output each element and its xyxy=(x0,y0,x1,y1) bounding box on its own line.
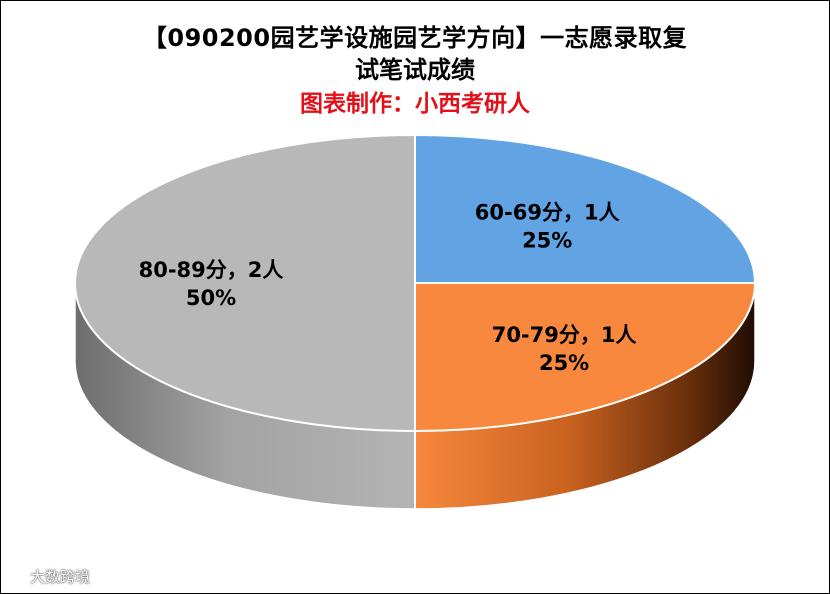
pie-slice-70-79分 xyxy=(414,282,757,433)
chart-title-line-1: 【090200园艺学设施园艺学方向】一志愿录取复 xyxy=(142,24,688,52)
logo-icon xyxy=(8,571,25,582)
data-label-70-79分: 70-79分，1人 xyxy=(492,323,637,347)
pie-slice-60-69分 xyxy=(414,133,757,284)
chart-subtitle: 图表制作：小西考研人 xyxy=(300,91,530,117)
pie-slice-80-89分 xyxy=(74,133,416,433)
percent-label-70-79分: 25% xyxy=(539,351,589,375)
data-label-80-89分: 80-89分，2人 xyxy=(139,258,284,282)
percent-label-80-89分: 50% xyxy=(186,286,236,310)
chart-title-line-2: 试笔试成绩 xyxy=(355,56,475,84)
watermark-text: 大数跨境 xyxy=(30,568,91,586)
percent-label-60-69分: 25% xyxy=(522,228,572,252)
data-label-60-69分: 60-69分，1人 xyxy=(475,200,620,224)
watermark: 大数跨境 xyxy=(8,566,90,587)
